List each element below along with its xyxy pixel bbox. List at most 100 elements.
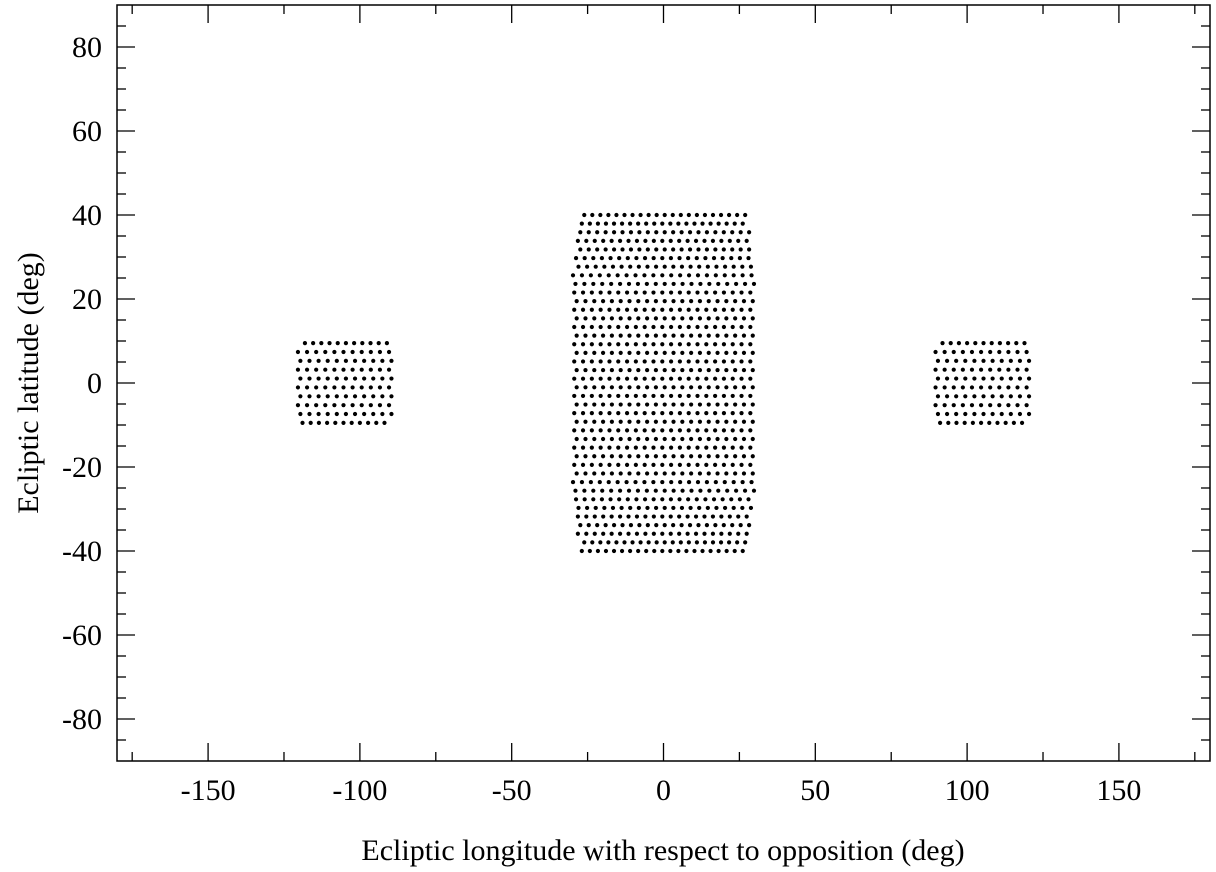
- data-point: [578, 247, 583, 252]
- data-point: [686, 342, 691, 347]
- data-point: [741, 299, 747, 304]
- data-point: [368, 385, 373, 390]
- data-point: [643, 238, 648, 243]
- data-point: [997, 403, 1002, 408]
- data-point: [295, 385, 301, 390]
- data-point: [694, 212, 700, 218]
- data-point: [1024, 349, 1029, 355]
- data-point: [740, 264, 745, 269]
- data-point: [724, 385, 729, 390]
- data-point: [697, 419, 703, 424]
- data-point: [634, 497, 639, 502]
- data-point: [662, 402, 667, 407]
- data-point: [653, 402, 659, 407]
- data-point: [617, 497, 622, 502]
- data-point: [678, 273, 683, 278]
- data-point: [625, 497, 630, 502]
- data-point: [680, 488, 685, 493]
- data-point: [624, 393, 630, 399]
- data-point: [307, 394, 312, 399]
- data-point: [589, 290, 594, 295]
- data-point: [695, 393, 700, 399]
- data-point: [616, 445, 621, 450]
- data-point: [607, 376, 612, 381]
- data-point: [645, 454, 650, 459]
- data-point: [352, 376, 358, 381]
- data-point: [586, 247, 591, 252]
- data-point: [619, 505, 624, 511]
- data-point: [704, 445, 709, 450]
- data-point: [334, 358, 339, 363]
- data-point: [1006, 367, 1011, 372]
- data-point: [944, 358, 950, 363]
- data-point: [653, 367, 659, 373]
- data-point: [609, 385, 614, 390]
- data-point: [609, 333, 614, 338]
- data-point: [940, 341, 945, 346]
- data-point: [624, 307, 630, 312]
- data-point: [660, 462, 665, 467]
- data-point: [341, 385, 346, 390]
- data-point: [748, 264, 754, 269]
- data-point: [1024, 403, 1029, 408]
- data-point: [644, 221, 649, 226]
- data-point: [592, 531, 597, 536]
- data-point: [616, 376, 621, 381]
- data-point: [689, 454, 694, 459]
- data-point: [702, 540, 708, 545]
- data-point: [722, 505, 728, 511]
- data-point: [598, 540, 603, 545]
- data-point: [969, 385, 975, 390]
- data-point: [651, 479, 656, 485]
- data-point: [686, 497, 691, 502]
- data-point: [610, 505, 616, 511]
- data-point: [619, 221, 625, 226]
- data-point: [942, 349, 947, 355]
- data-point: [698, 281, 703, 287]
- data-point: [302, 341, 308, 346]
- data-point: [368, 367, 373, 372]
- data-point: [376, 341, 381, 346]
- x-tick-label: -150: [181, 774, 236, 807]
- data-point: [642, 342, 647, 347]
- data-point: [981, 358, 986, 363]
- data-point: [750, 436, 755, 442]
- data-point: [600, 281, 605, 287]
- data-point: [319, 341, 324, 346]
- data-point: [720, 255, 725, 261]
- data-point: [722, 264, 728, 269]
- data-point: [706, 471, 711, 476]
- data-point: [624, 479, 629, 485]
- data-point: [721, 523, 726, 528]
- data-point: [988, 349, 993, 355]
- data-point: [316, 376, 321, 381]
- data-point: [585, 264, 590, 269]
- data-point: [635, 281, 641, 287]
- data-point: [730, 230, 735, 235]
- data-point: [704, 342, 709, 347]
- data-point: [341, 349, 346, 355]
- data-point: [686, 273, 692, 278]
- data-point: [603, 523, 608, 528]
- data-point: [600, 454, 606, 459]
- data-point: [716, 548, 721, 554]
- data-point: [695, 273, 701, 278]
- data-point: [660, 255, 665, 261]
- data-point: [733, 350, 738, 355]
- data-point: [588, 479, 593, 485]
- data-point: [733, 471, 738, 476]
- data-point: [609, 238, 614, 243]
- data-point: [676, 221, 681, 226]
- data-point: [599, 255, 605, 261]
- data-point: [706, 454, 711, 459]
- data-point: [617, 255, 622, 261]
- data-point: [689, 333, 694, 338]
- data-point: [662, 212, 667, 218]
- data-point: [736, 514, 741, 519]
- data-point: [580, 445, 586, 450]
- y-tick-label: 0: [87, 367, 102, 400]
- data-point: [999, 411, 1004, 417]
- data-point: [1026, 358, 1032, 363]
- data-point: [1006, 349, 1011, 355]
- data-point: [671, 454, 676, 459]
